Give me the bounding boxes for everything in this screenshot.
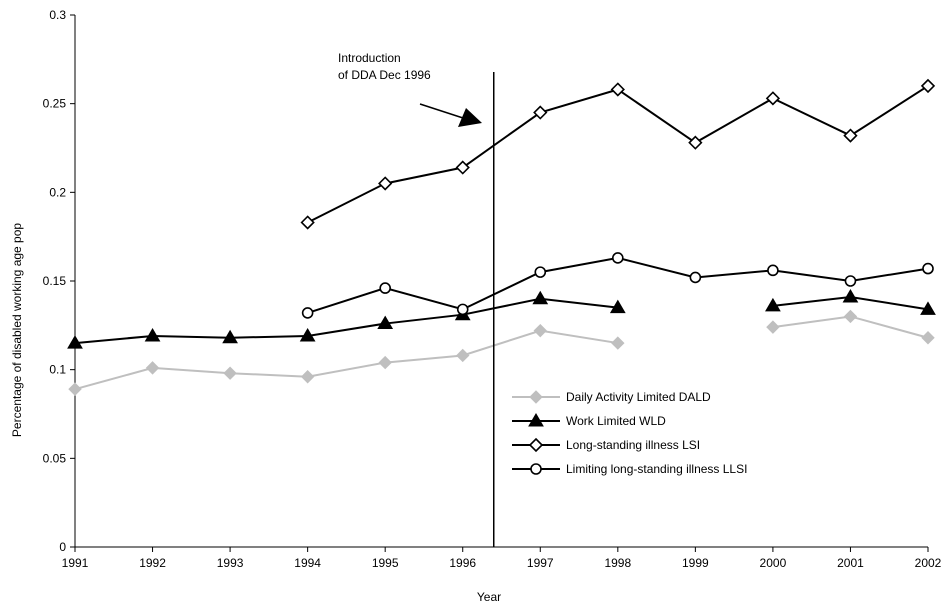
legend-item: Work Limited WLD [512, 413, 666, 428]
data-point [67, 335, 83, 349]
axes [74, 15, 928, 548]
series-2 [300, 78, 936, 230]
y-tick-label: 0 [59, 540, 66, 554]
data-point [920, 301, 936, 315]
legend-item: Daily Activity Limited DALD [512, 390, 711, 404]
y-tick-label: 0.15 [43, 274, 67, 288]
y-tick-label: 0.3 [49, 8, 66, 22]
data-point [377, 315, 394, 330]
x-tick-label: 2001 [837, 556, 864, 570]
annotation-arrow-head [458, 108, 482, 127]
data-point [921, 331, 935, 345]
data-point [843, 309, 858, 324]
y-tick-label: 0.2 [49, 185, 66, 199]
series-0 [68, 309, 935, 396]
legend-swatch-marker [530, 463, 542, 475]
data-point [378, 176, 393, 191]
annotation-text: of DDA Dec 1996 [338, 68, 431, 82]
series-3 [301, 252, 934, 319]
data-point [765, 297, 781, 312]
y-tick-label: 0.1 [49, 363, 66, 377]
x-ticks: 1991 1992 1993 1994 1995 1996 1997 1998 1999 2000… [62, 547, 942, 570]
data-point [766, 320, 780, 334]
data-point [611, 336, 625, 350]
x-tick-label: 1991 [62, 556, 89, 570]
series-line [307, 85, 929, 224]
legend-item: Limiting long-standing illness LLSI [512, 462, 747, 476]
legend-label: Daily Activity Limited DALD [566, 390, 711, 404]
data-point [68, 382, 82, 396]
series-line [74, 329, 618, 391]
y-tick-label: 0.25 [43, 97, 67, 111]
x-tick-label: 1998 [604, 556, 631, 570]
data-point [920, 78, 936, 94]
x-tick-label: 1997 [527, 556, 554, 570]
legend-label: Limiting long-standing illness LLSI [566, 462, 747, 476]
legend-label: Long-standing illness LSI [566, 438, 700, 452]
data-point [300, 370, 315, 384]
series-layer [67, 78, 936, 396]
data-point [844, 275, 857, 287]
data-point [612, 252, 624, 264]
x-tick-label: 2002 [915, 556, 942, 570]
data-point [533, 105, 548, 120]
data-point [767, 264, 779, 277]
data-point [456, 348, 470, 363]
data-point [922, 262, 934, 275]
x-axis-title: Year [477, 590, 501, 604]
data-point [145, 361, 160, 375]
data-point [378, 355, 392, 370]
data-point [688, 135, 703, 150]
data-point [456, 303, 469, 316]
series-line [74, 297, 618, 345]
legend-swatch-marker [528, 413, 544, 427]
data-point [222, 329, 238, 344]
legend-swatch-marker [529, 390, 543, 404]
annotation-arrow-shaft [419, 103, 464, 119]
data-point [379, 282, 391, 294]
data-point [533, 323, 547, 338]
x-tick-label: 1999 [682, 556, 709, 570]
legend-label: Work Limited WLD [566, 414, 666, 428]
legend-swatch-marker [528, 437, 544, 453]
x-tick-label: 1994 [294, 556, 321, 570]
series-1 [67, 288, 936, 349]
data-point [842, 288, 859, 303]
data-point [610, 82, 625, 97]
x-tick-label: 1996 [449, 556, 476, 570]
data-point [534, 266, 547, 278]
data-point [301, 307, 314, 319]
x-tick-label: 2000 [760, 556, 787, 570]
annotation-text: Introduction [338, 51, 401, 65]
data-point [609, 299, 626, 314]
data-point [689, 271, 702, 284]
data-point [843, 128, 858, 143]
data-point [532, 290, 549, 305]
y-ticks: 0 0.05 0.1 0.15 0.2 0.25 0.3 [43, 8, 75, 554]
x-tick-label: 1993 [217, 556, 244, 570]
legend: Daily Activity Limited DALD Work Limited … [512, 390, 747, 476]
x-tick-label: 1992 [139, 556, 166, 570]
data-point [765, 91, 781, 106]
y-axis-title: Percentage of disabled working age pop [10, 223, 24, 437]
data-point [455, 160, 470, 175]
data-point [144, 327, 161, 342]
x-tick-label: 1995 [372, 556, 399, 570]
annotation: Introduction of DDA Dec 1996 [338, 51, 495, 547]
data-point [223, 366, 237, 380]
data-point [300, 215, 315, 230]
data-point [299, 327, 316, 342]
legend-item: Long-standing illness LSI [512, 437, 700, 453]
y-tick-label: 0.05 [43, 451, 67, 465]
